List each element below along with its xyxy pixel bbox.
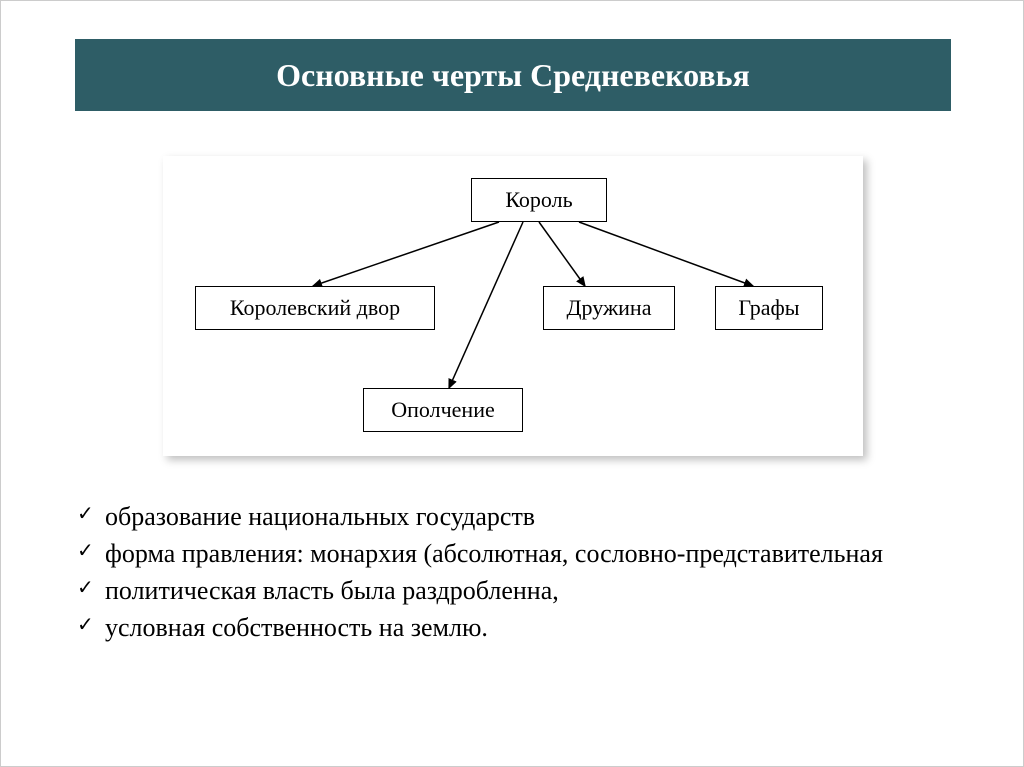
node-court: Королевский двор xyxy=(195,286,435,330)
feature-item: образование национальных государств xyxy=(75,499,951,534)
hierarchy-diagram: Король Королевский двор Дружина Графы Ополче… xyxy=(163,156,863,456)
title-bar: Основные черты Средневековья xyxy=(75,39,951,111)
slide-title: Основные черты Средневековья xyxy=(276,57,750,94)
feature-item: условная собственность на землю. xyxy=(75,610,951,645)
node-counts: Графы xyxy=(715,286,823,330)
feature-item: форма правления: монархия (абсолютная, с… xyxy=(75,536,951,571)
node-king: Король xyxy=(471,178,607,222)
node-druzhina: Дружина xyxy=(543,286,675,330)
feature-item: политическая власть была раздробленна, xyxy=(75,573,951,608)
features-list: образование национальных государствформа… xyxy=(75,499,951,647)
node-militia: Ополчение xyxy=(363,388,523,432)
